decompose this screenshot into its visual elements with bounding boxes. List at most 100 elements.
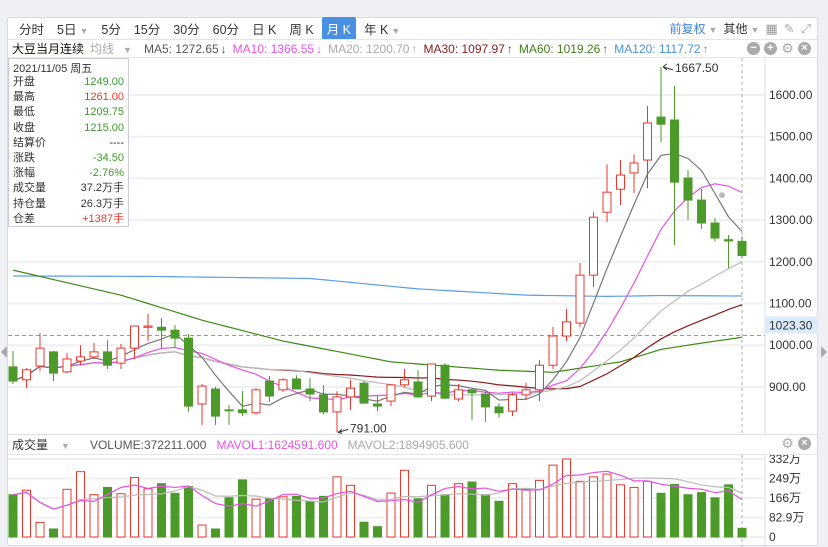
volume-bar [481,494,490,538]
candle-up [400,379,409,386]
volume-bar [292,495,301,538]
adjust-label: 前复权 [669,22,706,36]
candle-down [265,380,274,397]
pencil-icon[interactable]: ✎ [783,20,795,36]
trend-arrow-icon: ↓ [220,41,227,56]
candle-up [35,347,45,367]
info-value: 1209.75 [84,106,124,119]
volume-title[interactable]: 成交量 ▼ [12,436,80,453]
close-icon[interactable]: × [798,42,811,55]
volume-bar [427,484,436,538]
fullscreen-icon[interactable]: ⤢ [800,20,811,36]
candle-down [170,329,180,339]
mavol1-value: MAVOL1:1624591.600 [216,437,338,452]
candle-up [454,389,463,400]
period-tab-label: 年 K [364,23,389,37]
volume-bar [737,527,747,538]
info-value: 1261.00 [84,91,124,104]
period-tab[interactable]: 60分 [208,17,244,40]
ma-label: MA20: 1200.70 [328,41,410,56]
ma-legend-row: 大豆当月连续 均线 ▼ MA5: 1272.65 ↓ MA10: 1366.55 ↓ MA… [8,39,817,58]
volume-title-label: 成交量 [12,438,49,452]
grid-icon[interactable]: ▦ [765,20,778,36]
plus-icon[interactable]: + [764,42,777,55]
candle-up [602,191,612,213]
volume-bar [359,521,369,538]
period-tab-label: 15分 [133,23,161,37]
info-label: 结算价 [13,136,46,149]
candle-down [319,394,328,413]
indicator-dropdown[interactable]: 均线 ▼ [90,40,138,57]
scroll-left-arrow[interactable] [1,346,7,358]
period-tab[interactable]: 15分 [129,17,165,40]
volume-chart[interactable]: 332万 249万 166万 82.9万 0 [8,455,819,547]
ma-label: MA10: 1366.55 [232,41,315,56]
info-row: 最高 1261.00 [13,90,124,105]
volume-bar [143,488,153,538]
info-row: 最低 1209.75 [13,105,124,120]
adjust-dropdown[interactable]: 前复权 ▼ [670,20,718,37]
trend-arrow-icon: ↑ [506,41,513,56]
volume-bar [508,483,517,538]
trend-arrow-icon: ↓ [316,41,323,56]
volume-bar [454,483,463,538]
candle-up [535,364,544,391]
period-tab-label: 5分 [101,23,121,37]
info-row: 涨跌 -34.50 [13,151,124,166]
volume-bar [724,484,733,538]
other-dropdown[interactable]: 其他 ▼ [723,20,759,37]
candle-down [481,393,490,408]
candle-up [76,356,85,362]
period-tab[interactable]: 5分 [96,17,125,40]
candlestick-chart[interactable]: 1600.00 1500.00 1400.00 1300.00 1200.00 1100.… [8,58,819,434]
arrow-icon [337,428,349,434]
candle-down [683,177,693,201]
y-tick-label: 1100.00 [769,297,812,311]
volume-bar [157,483,166,538]
ma-label: MA5: 1272.65 [143,41,219,56]
volume-bar [265,498,274,538]
candle-down [724,239,733,242]
mavol2-line [12,477,743,510]
minus-icon[interactable]: − [747,42,760,55]
candle-down [238,409,247,414]
period-tab[interactable]: 月 K [321,17,356,40]
candle-up [116,347,126,364]
info-value: 1215.00 [84,121,124,134]
period-tab-label: 30分 [173,23,200,37]
y-tick-label: 1000.00 [769,338,813,352]
y-tick-label: 1600.00 [769,88,813,102]
info-label: 仓差 [13,212,35,225]
info-value: 37.2万手 [80,182,124,195]
ohlc-info-box: 2021/11/05 周五 开盘 1249.00 最高 1261.00 最低 1209.75… [8,58,129,227]
volume-bar [602,473,612,538]
low-price-label: 791.00 [350,421,387,434]
volume-bar [346,484,355,538]
scroll-right-arrow[interactable] [821,346,827,358]
period-tab[interactable]: 5日 ▼ [52,17,93,40]
period-tab[interactable]: 年 K ▼ [359,17,405,40]
info-date: 2021/11/05 周五 [13,63,93,75]
gear-icon[interactable]: ⚙ [781,40,794,56]
close-icon[interactable]: × [798,437,811,450]
volume-bar [184,485,193,538]
y-tick-label: 0 [769,530,776,544]
volume-bar [562,458,571,538]
candle-down [292,378,301,390]
mavol1-line [12,470,743,510]
period-tab[interactable]: 日 K [247,17,281,40]
gear-icon[interactable]: ⚙ [781,435,794,451]
candle-up [521,389,531,396]
volume-bar [116,493,126,538]
candle-up [251,389,261,414]
info-row: 收盘 1215.00 [13,121,124,136]
panel-controls: − + ⚙ × [747,40,811,56]
period-tab[interactable]: 分时 [14,17,49,40]
chevron-down-icon: ▼ [123,45,132,55]
candle-up [332,396,342,413]
period-tab[interactable]: 30分 [168,17,204,40]
volume-bar [8,494,18,538]
info-row: 开盘 1249.00 [13,75,124,90]
period-tab[interactable]: 周 K [284,17,318,40]
